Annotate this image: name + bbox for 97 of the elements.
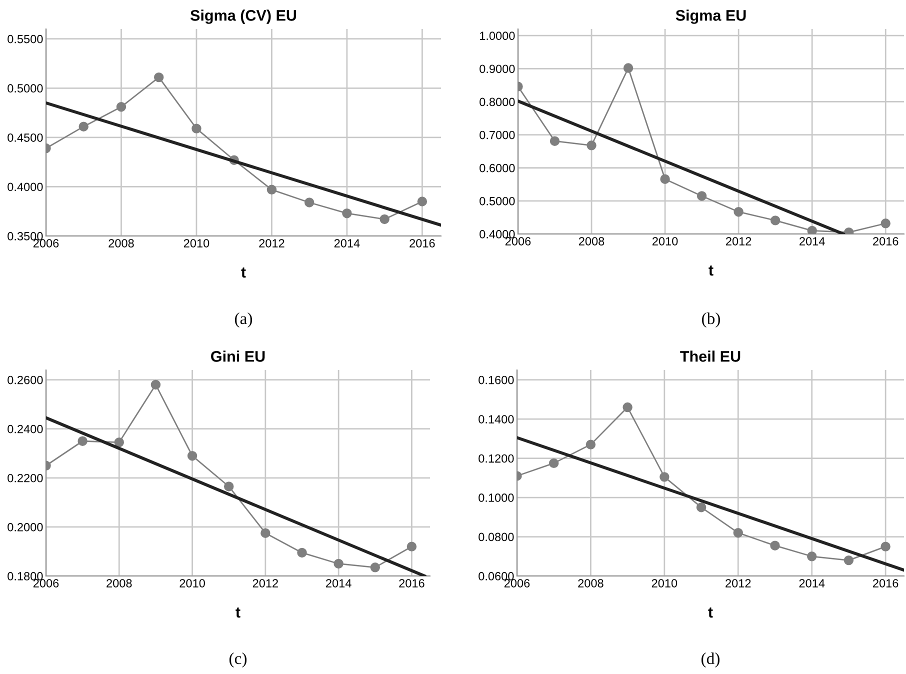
x-tick-label: 2014 [326, 579, 352, 588]
x-tick-label: 2006 [505, 237, 531, 246]
point [266, 184, 277, 195]
point [78, 122, 88, 132]
y-tick-label: 0.9000 [480, 64, 515, 74]
point [187, 450, 198, 461]
point [224, 482, 234, 492]
text: (c) [229, 652, 247, 668]
y-tick-label: 0.8000 [480, 98, 515, 106]
x-tick-label: 2006 [33, 579, 59, 588]
point [770, 540, 780, 550]
point [150, 380, 161, 390]
point [586, 140, 596, 150]
point [417, 196, 428, 206]
point [586, 440, 596, 450]
y-tick-label: 0.5000 [480, 196, 515, 206]
chart-title: Sigma (CV) EU [190, 10, 296, 24]
point [334, 558, 344, 569]
point [548, 458, 559, 468]
point [78, 436, 88, 446]
point [807, 226, 817, 234]
point [660, 472, 670, 482]
point [370, 562, 380, 572]
y-tick-label: 0.3500 [8, 232, 43, 240]
y-tick-label: 0.1800 [8, 572, 43, 580]
x-tick-label: 2008 [578, 579, 604, 588]
point [696, 502, 706, 512]
x-tick-label: 2012 [726, 579, 751, 588]
y-tick-label: 0.4000 [480, 230, 515, 238]
point [154, 72, 164, 82]
x-tick-label: 2010 [652, 579, 678, 588]
y-tick-label: 0.4500 [8, 133, 43, 142]
y-tick-label: 0.1400 [478, 415, 514, 424]
x-tick-label: 2006 [504, 579, 530, 588]
x-tick-label: 2016 [410, 239, 435, 248]
x-axis-title: t [236, 608, 240, 618]
point [260, 528, 270, 538]
x-tick-label: 2016 [399, 579, 424, 588]
x-tick-label: 2012 [726, 237, 752, 246]
y-tick-label: 0.0600 [478, 572, 514, 580]
y-tick-label: 1.0000 [480, 32, 515, 40]
point [192, 124, 202, 134]
x-axis-title: t [241, 268, 246, 278]
chart-title: Theil EU [680, 350, 740, 362]
x-axis-title: t [708, 266, 714, 276]
y-tick-label: 0.2600 [8, 376, 43, 384]
point [696, 191, 707, 201]
point [116, 102, 126, 112]
x-tick-label: 2012 [252, 579, 278, 588]
y-tick-label: 0.2200 [8, 474, 43, 482]
y-tick-label: 0.1600 [478, 376, 514, 384]
point [114, 437, 124, 448]
text: (a) [234, 312, 252, 328]
point [297, 548, 307, 558]
point [406, 542, 417, 552]
point [880, 218, 890, 228]
text: (b) [702, 312, 720, 328]
x-tick-label: 2012 [259, 239, 284, 248]
x-tick-label: 2008 [106, 579, 132, 588]
x-tick-label: 2008 [108, 239, 134, 248]
point [880, 542, 890, 552]
x-tick-label: 2014 [800, 237, 825, 246]
x-tick-label: 2010 [652, 237, 678, 246]
text: (d) [702, 652, 720, 668]
y-tick-label: 0.0800 [478, 532, 514, 542]
y-tick-label: 0.7000 [480, 130, 515, 140]
point [380, 214, 390, 224]
y-tick-label: 0.6000 [480, 164, 515, 172]
x-tick-label: 2006 [33, 239, 59, 248]
point [844, 555, 854, 566]
y-tick-label: 0.2000 [8, 522, 43, 532]
x-tick-label: 2016 [873, 579, 898, 588]
point [622, 402, 632, 412]
point [342, 208, 352, 218]
point [770, 216, 780, 226]
x-tick-label: 2014 [799, 579, 825, 588]
x-tick-label: 2010 [180, 579, 205, 588]
point [623, 63, 634, 73]
y-tick-label: 0.5000 [8, 84, 43, 93]
y-tick-label: 0.5500 [8, 34, 43, 44]
point [733, 528, 744, 538]
chart-title: Sigma EU [676, 10, 746, 24]
point [550, 136, 560, 146]
x-axis-title: t [708, 608, 713, 618]
x-tick-label: 2014 [334, 239, 360, 248]
y-tick-label: 0.1000 [478, 494, 514, 502]
point [660, 174, 670, 184]
x-tick-label: 2008 [578, 237, 604, 246]
y-tick-label: 0.2400 [8, 424, 43, 434]
chart-title: Gini EU [211, 350, 265, 362]
y-tick-label: 0.4000 [8, 182, 43, 192]
point [304, 198, 314, 208]
point [806, 552, 817, 562]
point [734, 206, 744, 217]
y-tick-label: 0.1200 [478, 454, 514, 463]
x-tick-label: 2010 [184, 239, 210, 248]
x-tick-label: 2016 [873, 237, 898, 246]
